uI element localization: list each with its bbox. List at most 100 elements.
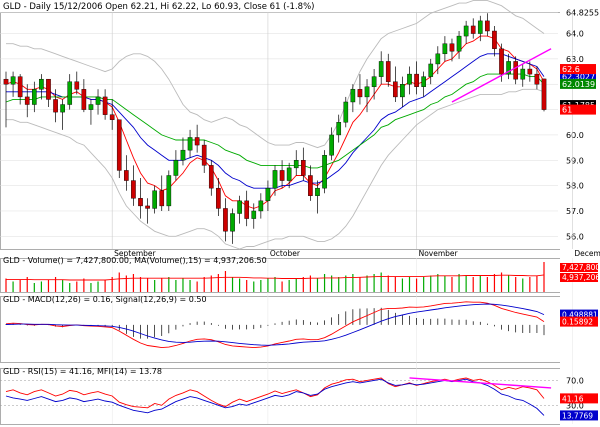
last-value-label: 62.3027 [562,73,595,82]
candle-body [145,205,150,209]
candle-body [428,63,434,77]
candle-body [159,190,165,207]
candle-body [39,78,44,90]
candle-body [53,99,58,113]
macd-value-label: 0.498881 [562,311,598,320]
candle-body [3,78,9,85]
candle-body [244,200,250,219]
candle-body [251,210,257,219]
panel-frame [0,12,600,250]
price-tick-label: 63.0 [566,55,584,64]
candle-body [138,198,143,207]
volume-panel-title: GLD - Volume() = 7,427,800.00, MA(Volume… [3,256,267,265]
candle-body [421,76,426,87]
volume-value-box [560,273,598,282]
candle-body [24,96,30,105]
last-value-box [560,78,596,89]
candle-body [194,137,200,146]
candle-body [407,73,412,85]
macd-value-label: 0.15892 [562,318,593,327]
candle-body [258,200,264,212]
candle-body [286,167,292,181]
last-value-label: 61 [562,106,572,115]
last-value-label: 62.0139 [562,80,595,89]
volume-value-label: 7,427,800 [562,263,600,272]
volume-value-label: 4,937,206 [562,273,600,282]
candle-body [88,104,94,110]
rsi-panel-title: GLD - RSI(15) = 41.16, MFI(14) = 13.78 [3,367,162,376]
last-value-box [560,64,596,75]
candle-body [116,119,122,171]
candle-body [31,89,37,105]
candle-body [329,134,334,156]
rsi-level-label: 30.0 [566,401,584,410]
candle-body [513,61,519,80]
candle-body [293,160,299,169]
candle-body [81,89,87,110]
panel-frame [0,368,600,425]
candle-body [400,84,405,98]
candle-body [414,73,419,87]
candle-body [109,114,115,120]
candle-body [95,96,101,105]
candle-body [541,78,547,110]
candle-body [449,43,455,52]
candle-body [534,73,540,85]
candle-body [371,76,377,87]
candle-body [230,213,235,232]
month-label: September [114,249,156,258]
candle-body [322,155,327,189]
candle-body [265,187,271,202]
candle-body [527,68,533,75]
price-tick-label: 64.0 [566,30,584,39]
candle-body [46,78,51,100]
candle-body [201,144,207,166]
candle-body [124,170,129,181]
rsi-value-box [560,410,598,421]
last-value-label: 62.6 [562,65,580,74]
candle-body [180,149,186,161]
candle-body [357,89,363,98]
ma-line-lower-band [6,88,545,250]
candle-body [308,175,313,196]
price-tick-label: 64.8255 [566,9,599,18]
candle-body [385,61,391,82]
candle-body [223,208,228,232]
macd-value-box [560,316,598,327]
price-tick-label: 57.0 [566,207,584,216]
macd-value-box [560,309,598,320]
candle-body [131,180,136,199]
candle-body [520,68,526,80]
candle-body [315,187,320,196]
candle-body [463,25,469,37]
candle-body [279,170,285,181]
rsi-value-box [560,393,598,404]
price-panel-title: GLD - Daily 15/12/2006 Open 62.21, Hi 62… [3,2,314,12]
candle-body [102,96,108,115]
price-trendline [451,48,552,103]
volume-ma-line [6,274,545,281]
candle-body [364,86,370,98]
candle-body [393,81,398,98]
last-value-box [560,104,596,115]
rsi-level-label: 70.0 [566,376,584,385]
candle-body [477,20,483,34]
candle-body [166,175,172,207]
volume-value-box [560,263,598,272]
candle-body [187,137,193,151]
ma-line-upper-band [6,0,545,149]
macd-line-signal [5,303,545,346]
candle-body [300,160,306,176]
candle-body [470,25,476,34]
candle-body [442,43,448,55]
candle-body [60,104,65,113]
candle-body [492,30,497,49]
candle-body [506,61,511,75]
candle-body [350,89,356,103]
candle-body [272,170,278,189]
candle-body [435,53,441,65]
rsi-value-label: 13.7769 [562,411,593,420]
candle-body [378,61,384,77]
price-tick-label: 56.0 [566,232,584,241]
